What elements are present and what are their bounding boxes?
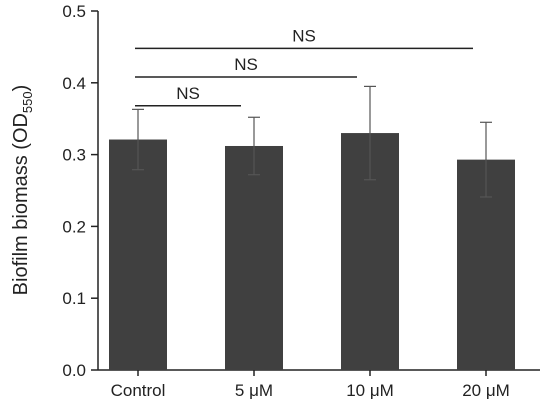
y-ticks: 0.0 0.1 0.2 0.3 0.4 0.5 <box>62 2 98 380</box>
y-tick-label: 0.5 <box>62 2 86 21</box>
x-tick-label: Control <box>111 381 166 400</box>
y-axis-label: Biofilm biomass (OD550) <box>10 85 35 296</box>
y-axis-label-end: ) <box>10 85 32 92</box>
y-axis-label-subscript: 550 <box>20 91 35 113</box>
comparison-label: NS <box>292 26 316 45</box>
x-tick-label: 10 μM <box>346 381 394 400</box>
y-tick-label: 0.1 <box>62 289 86 308</box>
y-tick-label: 0.2 <box>62 217 86 236</box>
y-tick-label: 0.0 <box>62 361 86 380</box>
y-tick-label: 0.4 <box>62 74 86 93</box>
bar <box>109 139 167 370</box>
x-tick-label: 5 μM <box>235 381 273 400</box>
error-bars <box>132 85 492 198</box>
x-tick-labels: Control 5 μM 10 μM 20 μM <box>111 370 510 400</box>
significance-annotations: NS NS NS <box>135 26 473 107</box>
y-axis-label-main: Biofilm biomass (OD <box>10 113 32 295</box>
comparison-label: NS <box>176 84 200 103</box>
bars <box>109 133 515 370</box>
comparison-label: NS <box>234 55 258 74</box>
x-tick-label: 20 μM <box>462 381 510 400</box>
bar <box>225 145 283 370</box>
y-tick-label: 0.3 <box>62 146 86 165</box>
